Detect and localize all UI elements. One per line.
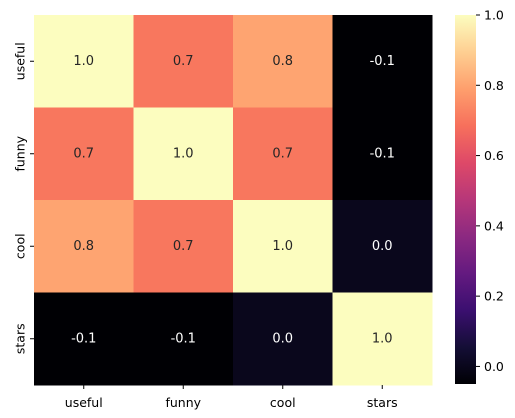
heatmap-cell-cool-funny [133, 200, 234, 293]
heatmap-cell-stars-cool [233, 292, 333, 386]
x-tick-label-useful: useful [65, 395, 103, 410]
heatmap-cell-useful-useful [34, 15, 134, 108]
cell-annotation: 0.7 [272, 146, 293, 161]
colorbar-tick-label: 0.8 [484, 78, 504, 93]
heatmap-cell-cool-useful [34, 200, 134, 293]
heatmap-cell-stars-funny [133, 292, 234, 386]
heatmap-cell-stars-stars [332, 292, 433, 386]
cell-annotation: 1.0 [173, 146, 194, 161]
heatmap-cell-useful-stars [332, 15, 433, 108]
cell-annotation: -0.1 [370, 54, 395, 69]
colorbar-tick-label: 0.6 [484, 148, 504, 163]
heatmap-cell-funny-useful [34, 107, 134, 201]
x-tick-label-funny: funny [165, 395, 201, 410]
cell-annotation: 0.0 [372, 239, 393, 254]
colorbar-gradient [455, 15, 476, 384]
cell-annotation: 1.0 [73, 54, 94, 69]
cell-annotation: -0.1 [171, 331, 196, 346]
heatmap-cells: 1.0 0.7 0.8 -0.1 0.7 1.0 0.7 -0.1 0.8 0.7 1.0 0.0 -0… [34, 15, 433, 386]
heatmap-cell-cool-cool [233, 200, 333, 293]
y-axis: useful funny cool stars [13, 42, 34, 354]
colorbar-tick-label: 1.0 [484, 8, 504, 23]
cell-annotation: -0.1 [71, 331, 96, 346]
cell-annotation: 0.8 [272, 54, 293, 69]
cell-annotation: 0.7 [73, 146, 94, 161]
cell-annotation: 1.0 [372, 331, 393, 346]
colorbar: 0.0 0.2 0.4 0.6 0.8 1.0 [455, 8, 504, 384]
heatmap-cell-funny-cool [233, 107, 333, 201]
x-tick-label-cool: cool [270, 395, 296, 410]
x-tick-label-stars: stars [367, 395, 398, 410]
heatmap-cell-funny-funny [133, 107, 234, 201]
y-tick-label-stars: stars [13, 323, 28, 354]
heatmap-cell-stars-useful [34, 292, 134, 386]
y-tick-label-funny: funny [13, 135, 28, 171]
cell-annotation: 0.8 [73, 239, 94, 254]
x-axis: useful funny cool stars [65, 385, 398, 410]
colorbar-tick-label: 0.4 [484, 218, 504, 233]
y-tick-label-cool: cool [13, 233, 28, 259]
cell-annotation: 0.0 [272, 331, 293, 346]
heatmap-cell-useful-funny [133, 15, 234, 108]
heatmap-cell-funny-stars [332, 107, 433, 201]
cell-annotation: -0.1 [370, 146, 395, 161]
cell-annotation: 1.0 [272, 239, 293, 254]
colorbar-tick-label: 0.0 [484, 359, 504, 374]
cell-annotation: 0.7 [173, 239, 194, 254]
cell-annotation: 0.7 [173, 54, 194, 69]
colorbar-tick-label: 0.2 [484, 289, 504, 304]
heatmap-cell-useful-cool [233, 15, 333, 108]
y-tick-label-useful: useful [13, 42, 28, 80]
heatmap-cell-cool-stars [332, 200, 433, 293]
